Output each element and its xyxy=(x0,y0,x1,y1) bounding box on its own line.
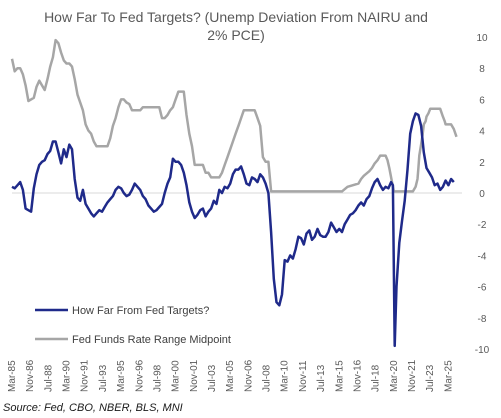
x-tick-label: Jul-98 xyxy=(152,364,163,392)
x-tick-label: Mar-15 xyxy=(334,360,345,392)
series-line-targets xyxy=(11,112,455,348)
y-tick-label: 0 xyxy=(479,189,485,200)
x-tick-label: Jul-23 xyxy=(425,364,436,392)
x-tick-label: Mar-10 xyxy=(280,360,291,392)
y-tick-label: -2 xyxy=(478,220,487,231)
legend: How Far From Fed Targets? Fed Funds Rate… xyxy=(35,305,231,346)
y-tick-label: 2 xyxy=(479,158,485,169)
y-tick-label: -8 xyxy=(478,314,487,325)
y-tick-label: -10 xyxy=(475,345,490,356)
x-tick-label: Nov-11 xyxy=(298,360,309,392)
x-tick-label: Mar-25 xyxy=(443,360,454,392)
series-line-fed-funds xyxy=(10,38,458,193)
x-tick-label: Mar-90 xyxy=(62,360,73,392)
y-tick-label: 6 xyxy=(479,95,485,106)
y-tick-label: 8 xyxy=(479,64,485,75)
x-tick-label: Mar-00 xyxy=(171,360,182,392)
x-tick-label: Nov-16 xyxy=(352,359,363,392)
x-tick-label: Nov-06 xyxy=(243,359,254,392)
y-tick-label: -6 xyxy=(478,283,487,294)
x-tick-label: Mar-05 xyxy=(225,360,236,392)
y-tick-label: -4 xyxy=(478,251,487,262)
y-tick-label: 4 xyxy=(479,127,485,138)
plot-area xyxy=(10,38,462,348)
x-tick-label: Nov-01 xyxy=(189,359,200,392)
y-axis: -10 -8 -6 -4 -2 0 2 4 6 8 10 xyxy=(475,33,490,356)
x-tick-label: Jul-13 xyxy=(316,364,327,392)
x-tick-label: Jul-03 xyxy=(207,364,218,392)
x-tick-label: Nov-96 xyxy=(134,359,145,392)
x-tick-label: Mar-85 xyxy=(7,360,18,392)
x-tick-label: Mar-20 xyxy=(389,360,400,392)
x-tick-label: Nov-91 xyxy=(80,359,91,392)
x-tick-label: Mar-95 xyxy=(116,360,127,392)
x-tick-label: Jul-08 xyxy=(262,364,273,392)
x-tick-label: Nov-86 xyxy=(25,359,36,392)
x-tick-label: Jul-93 xyxy=(98,364,109,392)
chart-title-line-1: How Far To Fed Targets? (Unemp Deviation… xyxy=(44,9,428,25)
legend-label-fed-funds: Fed Funds Rate Range Midpoint xyxy=(72,334,231,346)
legend-label-targets: How Far From Fed Targets? xyxy=(72,305,209,317)
chart-title-line-2: 2% PCE) xyxy=(207,27,265,43)
x-axis: Mar-85 Nov-86 Jul-88 Mar-90 Nov-91 Jul-93 Mar-… xyxy=(7,359,454,392)
x-tick-label: Jul-88 xyxy=(43,364,54,392)
y-tick-label: 10 xyxy=(476,33,488,44)
x-tick-label: Nov-21 xyxy=(407,359,418,392)
x-tick-label: Jul-18 xyxy=(371,364,382,392)
chart-source: Source: Fed, CBO, NBER, BLS, MNI xyxy=(3,402,183,414)
